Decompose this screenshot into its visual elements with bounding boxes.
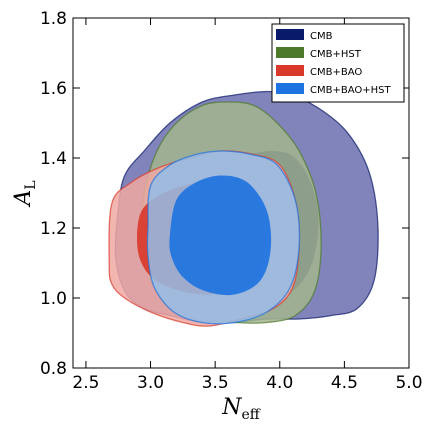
x-axis-label: Neff [221, 395, 261, 423]
y-tick-label: 1.6 [40, 79, 67, 99]
legend-label-cmb-bao: CMB+BAO [310, 67, 362, 78]
contour-68-cmb-bao-hst [169, 175, 272, 296]
x-tick-label: 3.0 [137, 373, 164, 393]
legend-label-cmb: CMB [310, 31, 333, 42]
legend-swatch-cmb-bao-hst [276, 83, 304, 94]
x-tick-label: 5.0 [395, 373, 422, 393]
legend-label-cmb-bao-hst: CMB+BAO+HST [310, 85, 391, 96]
x-tick-label: 2.5 [72, 373, 99, 393]
x-tick-label: 3.5 [202, 373, 229, 393]
y-tick-label: 1.0 [40, 289, 67, 309]
legend-swatch-cmb [276, 29, 304, 40]
y-tick-label: 1.4 [40, 149, 67, 169]
legend-label-cmb-hst: CMB+HST [310, 49, 362, 60]
y-axis-label: AL [11, 180, 39, 207]
y-tick-label: 1.8 [40, 9, 67, 29]
x-tick-label: 4.0 [266, 373, 293, 393]
plot-frame [72, 17, 410, 369]
legend-swatch-cmb-bao [276, 65, 304, 76]
legend: CMB CMB+HST CMB+BAO CMB+BAO+HST [271, 23, 405, 103]
x-tick-label: 4.5 [331, 373, 358, 393]
legend-swatch-cmb-hst [276, 47, 304, 58]
y-tick-label: 1.2 [40, 219, 67, 239]
y-tick-label: 0.8 [40, 359, 67, 379]
